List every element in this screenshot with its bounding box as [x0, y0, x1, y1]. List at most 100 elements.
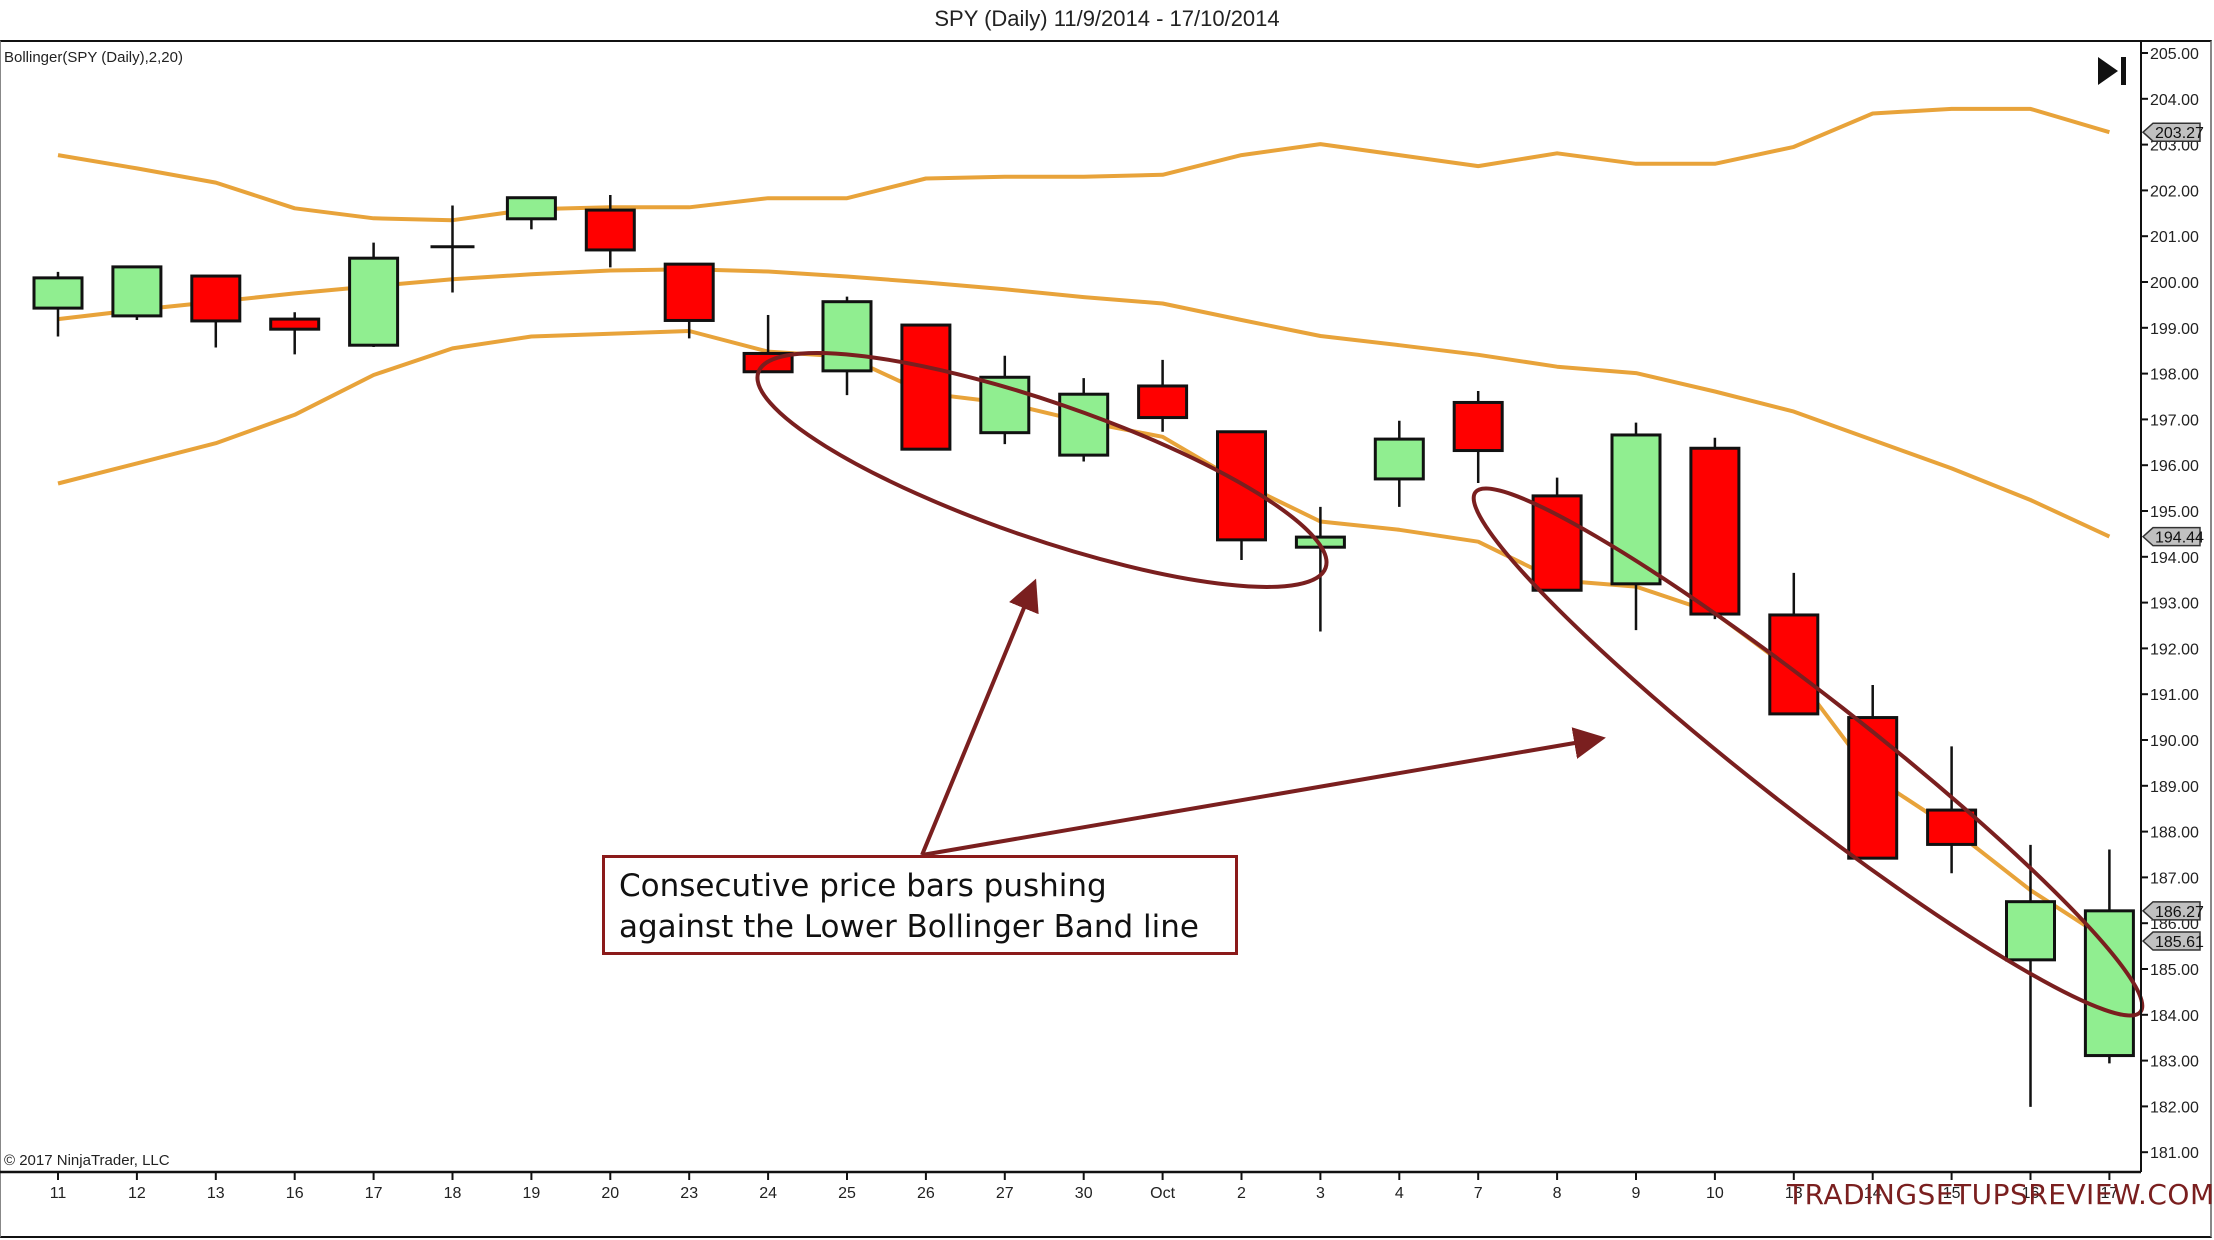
price-tick-label: 195.00 [2150, 504, 2199, 521]
date-tick-label: 15 [1943, 1185, 1961, 1202]
price-tick-label: 202.00 [2150, 183, 2199, 200]
chart-title: SPY (Daily) 11/9/2014 - 17/10/2014 [934, 6, 1280, 31]
candle [584, 194, 636, 268]
price-axis[interactable]: 205.00204.00203.00202.00201.00200.00199.… [2140, 40, 2204, 1172]
date-tick-label: 14 [1864, 1185, 1882, 1202]
upper-band-line [57, 106, 2110, 223]
date-tick-label: 9 [1632, 1185, 1641, 1202]
candle [1689, 437, 1741, 620]
candle [111, 265, 163, 321]
price-tick-label: 194.00 [2150, 550, 2199, 567]
price-tick-label: 187.00 [2150, 870, 2199, 887]
date-tick-label: 27 [996, 1185, 1014, 1202]
date-tick-label: 16 [2022, 1185, 2040, 1202]
candle [2083, 849, 2135, 1064]
price-tick-label: 200.00 [2150, 275, 2199, 292]
price-tick-label: 196.00 [2150, 458, 2199, 475]
candle [1847, 685, 1899, 860]
candle [430, 205, 475, 293]
date-tick-label: 19 [523, 1185, 541, 1202]
highlight-ellipse-1 [755, 351, 1329, 589]
copyright-label: © 2017 NinjaTrader, LLC [4, 1152, 170, 1169]
chart-frame [0, 40, 2212, 1238]
date-tick-label: Oct [1150, 1185, 1175, 1202]
candle [32, 271, 84, 337]
date-tick-label: 20 [601, 1185, 619, 1202]
candle [1926, 746, 1978, 874]
price-tick-label: 193.00 [2150, 596, 2199, 613]
price-marker-label: 185.61 [2155, 934, 2204, 951]
price-tick-label: 183.00 [2150, 1054, 2199, 1071]
candle [1768, 572, 1820, 716]
callout-line-2: against the Lower Bollinger Band line [619, 909, 1199, 945]
price-marker-label: 194.44 [2155, 530, 2204, 547]
price-marker-label: 203.27 [2155, 125, 2204, 142]
candle [979, 355, 1031, 445]
candle [821, 296, 873, 396]
date-tick-label: 7 [1474, 1185, 1483, 1202]
callout-line-1: Consecutive price bars pushing [619, 868, 1107, 904]
candle [269, 312, 321, 355]
price-tick-label: 189.00 [2150, 779, 2199, 796]
price-tick-label: 188.00 [2150, 825, 2199, 842]
date-tick-label: 24 [759, 1185, 777, 1202]
annotation-callout: Consecutive price bars pushing against t… [602, 855, 1238, 955]
candle [1610, 422, 1662, 631]
price-tick-label: 185.00 [2150, 962, 2199, 979]
date-tick-label: 17 [2101, 1185, 2119, 1202]
candle [1137, 359, 1189, 432]
price-tick-label: 205.00 [2150, 46, 2199, 63]
price-tick-label: 184.00 [2150, 1008, 2199, 1025]
price-marker-label: 186.27 [2155, 904, 2204, 921]
indicator-label: Bollinger(SPY (Daily),2,20) [4, 49, 183, 66]
date-tick-label: 17 [365, 1185, 383, 1202]
price-tick-label: 182.00 [2150, 1099, 2199, 1116]
watermark: TRADINGSETUPSREVIEW.COM [1787, 1178, 2214, 1211]
price-tick-label: 190.00 [2150, 733, 2199, 750]
price-tick-label: 199.00 [2150, 321, 2199, 338]
date-tick-label: 16 [286, 1185, 304, 1202]
price-tick-label: 198.00 [2150, 367, 2199, 384]
price-marker [2141, 931, 2201, 951]
price-tick-label: 191.00 [2150, 687, 2199, 704]
date-tick-label: 18 [444, 1185, 462, 1202]
date-tick-label: 26 [917, 1185, 935, 1202]
date-tick-label: 8 [1553, 1185, 1562, 1202]
candles [32, 194, 2135, 1107]
candle [1058, 378, 1110, 462]
price-marker [2141, 526, 2201, 547]
arrow-2 [921, 727, 1606, 857]
candle [190, 274, 242, 348]
candle [505, 196, 557, 230]
arrow-1 [920, 578, 1039, 856]
date-tick-label: 12 [128, 1185, 146, 1202]
candle [1531, 477, 1583, 592]
date-tick-label: 3 [1316, 1185, 1325, 1202]
candle [348, 242, 400, 348]
candle [663, 262, 715, 339]
date-tick-label: 2 [1237, 1185, 1246, 1202]
candle [1373, 420, 1425, 507]
price-tick-label: 192.00 [2150, 641, 2199, 658]
time-axis[interactable]: 11 12 13 16 17 18 19 20 23 24 25 26 27 30 Oct 2 3 4 7 8 9 10 1… [0, 1170, 2141, 1202]
skip-to-end-icon[interactable] [2098, 57, 2126, 85]
price-tick-label: 181.00 [2150, 1145, 2199, 1162]
date-tick-label: 10 [1706, 1185, 1724, 1202]
date-tick-label: 13 [207, 1185, 225, 1202]
price-marker [2141, 901, 2201, 921]
date-tick-label: 30 [1075, 1185, 1093, 1202]
price-tick-label: 197.00 [2150, 412, 2199, 429]
candle [742, 314, 794, 374]
middle-band-line [57, 267, 2111, 539]
date-tick-label: 4 [1395, 1185, 1404, 1202]
date-tick-label: 13 [1785, 1185, 1803, 1202]
date-tick-label: 11 [50, 1185, 67, 1202]
price-tick-label: 201.00 [2150, 229, 2199, 246]
price-tick-label: 204.00 [2150, 92, 2199, 109]
price-marker [2141, 122, 2201, 142]
date-tick-label: 23 [680, 1185, 698, 1202]
candle [900, 323, 952, 451]
candle [1452, 391, 1504, 484]
date-tick-label: 25 [838, 1185, 856, 1202]
